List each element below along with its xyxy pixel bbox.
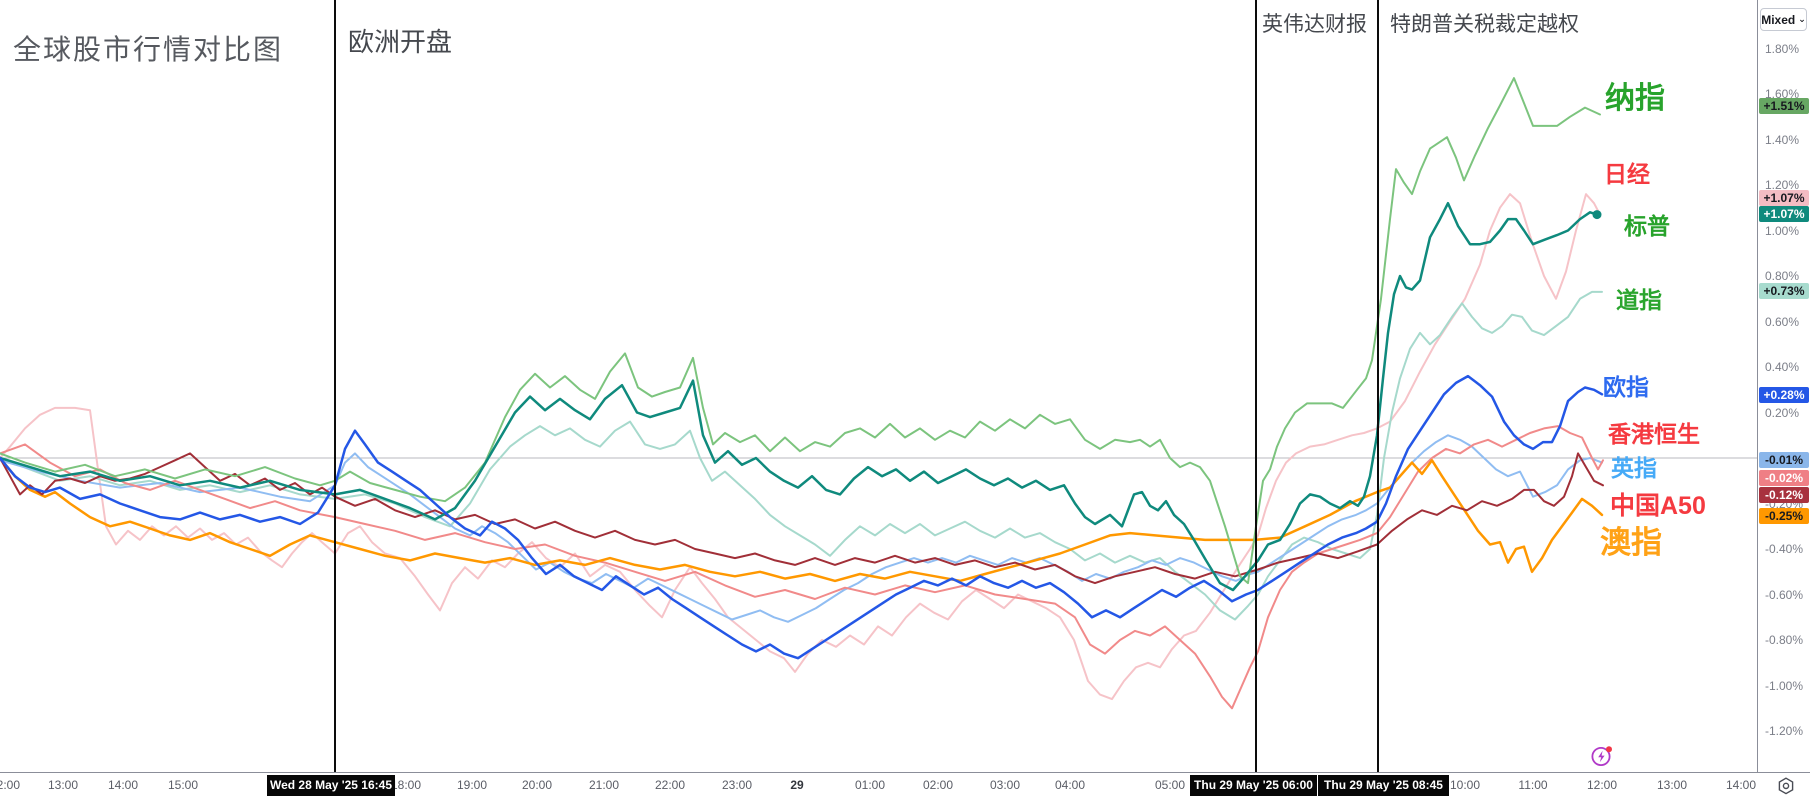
price-tick: 1.20% (1765, 178, 1800, 192)
series-line-dow[interactable] (0, 290, 1603, 621)
time-tick: 15:00 (167, 778, 199, 792)
price-tick: -0.40% (1765, 542, 1804, 556)
flash-events-icon[interactable] (1590, 745, 1616, 767)
time-tick: 01:00 (854, 778, 886, 792)
price-badge-china-a50: -0.12% (1759, 487, 1809, 503)
series-line-nasdaq[interactable] (0, 77, 1601, 585)
time-tick: 05:00 (1154, 778, 1186, 792)
price-tick: 0.40% (1765, 360, 1800, 374)
series-last-point-sp500 (1592, 210, 1602, 220)
series-label-dow[interactable]: 道指 (1616, 287, 1662, 313)
series-label-sp500[interactable]: 标普 (1624, 213, 1670, 239)
time-axis-settings-icon[interactable] (1776, 776, 1796, 796)
series-line-asx[interactable] (0, 456, 1604, 583)
price-tick: -1.20% (1765, 724, 1804, 738)
series-label-asx[interactable]: 澳指 (1600, 525, 1662, 560)
series-label-euro-stoxx[interactable]: 欧指 (1603, 374, 1649, 400)
annotation-label-nvidia-earnings[interactable]: 英伟达财报 (1262, 13, 1367, 36)
series-line-sp500[interactable] (0, 201, 1599, 592)
series-label-nikkei[interactable]: 日经 (1604, 161, 1650, 187)
time-tick: 12:00 (1586, 778, 1618, 792)
time-axis[interactable]: 12:00 13:00 14:00 15:00 18:00 19:00 20:00 21:00… (0, 772, 1810, 798)
time-marker-badge: Wed 28 May '25 16:45 (267, 775, 395, 796)
price-tick: 1.00% (1765, 223, 1800, 238)
time-tick: 23:00 (721, 778, 753, 792)
price-badge-nikkei: +1.07% (1759, 190, 1809, 206)
series-line-china-a50[interactable] (0, 452, 1604, 585)
time-marker-badge: Thu 29 May '25 08:45 (1318, 775, 1449, 796)
price-tick: -0.60% (1765, 587, 1804, 602)
price-badge-dow: +0.73% (1759, 283, 1809, 299)
scale-mode-dropdown[interactable]: Mixed ⌄ (1760, 8, 1807, 31)
price-scale[interactable]: Mixed ⌄ 1.80% 1.60% 1.40% 1.20% 1.00% 0.80% 0.… (1757, 0, 1810, 772)
series-line-hang-seng[interactable] (0, 425, 1604, 710)
price-badge-hang-seng: -0.01% (1759, 452, 1809, 468)
series-line-nikkei[interactable] (0, 193, 1601, 701)
time-tick: 03:00 (989, 778, 1021, 792)
chart-plot-area[interactable]: 全球股市行情对比图 欧洲开盘 英伟达财报 特朗普关税裁定越权日经道指英指 香港恒生澳指… (0, 0, 1757, 772)
time-tick: 18:00 (390, 778, 422, 792)
series-label-ftse[interactable]: 英指 (1611, 455, 1657, 481)
time-tick: 20:00 (521, 778, 553, 792)
series-label-china-a50[interactable]: 中国A50 (1610, 492, 1706, 520)
annotation-label-europe-open[interactable]: 欧洲开盘 (348, 27, 453, 57)
price-tick: 1.80% (1765, 41, 1800, 56)
series-label-hang-seng[interactable]: 香港恒生 (1608, 421, 1700, 447)
time-tick: 21:00 (588, 778, 620, 792)
time-tick: 29 (790, 778, 804, 792)
chevron-down-icon: ⌄ (1798, 14, 1806, 24)
annotation-label-trump-tariff-ruling[interactable]: 特朗普关税裁定越权 (1390, 13, 1579, 36)
time-tick: 11:00 (1518, 778, 1548, 792)
time-tick: 04:00 (1054, 778, 1086, 792)
time-marker-badge: Thu 29 May '25 06:00 (1190, 775, 1317, 796)
series-label-nasdaq[interactable]: 纳指 (1605, 82, 1665, 115)
time-tick: 19:00 (456, 778, 488, 792)
price-tick: -0.80% (1765, 633, 1804, 647)
price-tick: 1.40% (1765, 132, 1800, 147)
chart-canvas[interactable] (0, 0, 1757, 772)
price-tick: 0.80% (1765, 269, 1800, 283)
time-tick: 14:00 (107, 778, 139, 792)
series-line-euro-stoxx[interactable] (0, 374, 1604, 660)
price-badge-sp500: +1.07% (1759, 206, 1809, 222)
price-tick: 1.60% (1765, 87, 1800, 101)
price-tick: -1.00% (1765, 678, 1804, 693)
price-tick: 0.20% (1765, 405, 1800, 420)
time-tick: 10:00 (1449, 778, 1481, 792)
time-tick: 02:00 (922, 778, 954, 792)
price-badge-ftse: -0.02% (1759, 470, 1809, 486)
time-tick: 14:00 (1725, 778, 1757, 792)
time-tick: 13:00 (1656, 778, 1688, 792)
time-tick: 22:00 (654, 778, 686, 792)
price-badge-asx: -0.25% (1759, 508, 1809, 524)
time-tick: 13:00 (47, 778, 79, 792)
price-tick: 0.60% (1765, 314, 1800, 329)
price-badge-nasdaq: +1.51% (1759, 98, 1809, 114)
price-badge-euro-stoxx: +0.28% (1759, 387, 1809, 403)
chart-title: 全球股市行情对比图 (13, 34, 284, 65)
time-tick: 12:00 (0, 778, 21, 792)
scale-mode-label: Mixed (1761, 12, 1796, 27)
